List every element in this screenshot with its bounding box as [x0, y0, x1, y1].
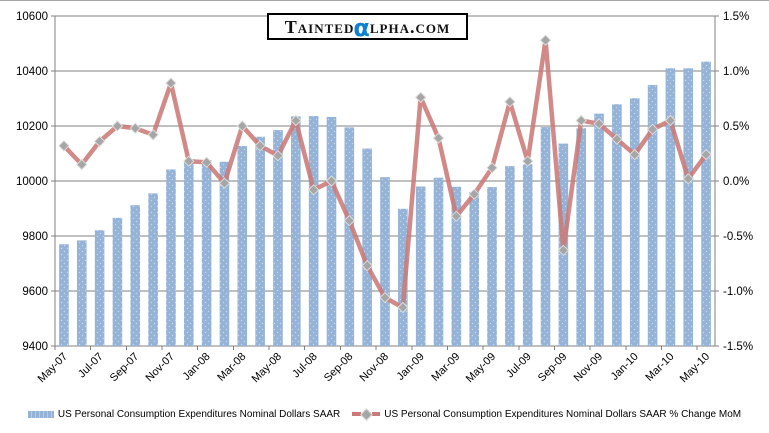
bar-series-swatch: [27, 410, 54, 418]
logo-text-suffix: lpha.com: [369, 16, 451, 37]
svg-text:May-07: May-07: [36, 351, 70, 385]
svg-text:Jul-09: Jul-09: [504, 351, 534, 381]
svg-text:9400: 9400: [22, 341, 48, 353]
svg-text:May-10: May-10: [678, 351, 712, 385]
legend-item-line-series: US Personal Consumption Expenditures Nom…: [352, 407, 742, 421]
svg-text:Mar-10: Mar-10: [643, 351, 676, 384]
svg-text:Sep-08: Sep-08: [322, 351, 356, 385]
svg-text:Mar-08: Mar-08: [215, 351, 248, 384]
legend-item-bar-series: US Personal Consumption Expenditures Nom…: [27, 408, 341, 420]
svg-text:May-09: May-09: [464, 351, 498, 385]
svg-text:Nov-09: Nov-09: [572, 351, 606, 385]
line-swatch-dash: [371, 412, 381, 416]
diamond-marker-icon: [360, 407, 373, 421]
svg-text:1.5%: 1.5%: [723, 11, 749, 23]
line-series-swatch: [352, 407, 381, 421]
svg-text:Sep-07: Sep-07: [108, 351, 142, 385]
svg-text:Sep-09: Sep-09: [536, 351, 570, 385]
svg-text:10000: 10000: [16, 176, 48, 188]
svg-text:Jan-08: Jan-08: [180, 351, 212, 383]
svg-text:9600: 9600: [22, 286, 48, 298]
svg-text:10600: 10600: [16, 11, 48, 23]
svg-text:10400: 10400: [16, 66, 48, 78]
svg-text:May-08: May-08: [250, 351, 284, 385]
svg-text:Nov-07: Nov-07: [144, 351, 178, 385]
svg-text:Jul-08: Jul-08: [290, 351, 320, 381]
svg-text:0.5%: 0.5%: [723, 121, 749, 133]
svg-text:1.0%: 1.0%: [723, 66, 749, 78]
svg-text:10200: 10200: [16, 121, 48, 133]
logo-text-prefix: Tainted: [284, 16, 355, 37]
svg-text:-1.0%: -1.0%: [723, 286, 753, 298]
legend-label-bar-series: US Personal Consumption Expenditures Nom…: [57, 408, 341, 420]
svg-text:0.0%: 0.0%: [723, 176, 749, 188]
chart-legend: US Personal Consumption Expenditures Nom…: [0, 405, 769, 423]
svg-text:-1.5%: -1.5%: [723, 341, 753, 353]
svg-text:Jan-10: Jan-10: [609, 351, 641, 383]
svg-text:-0.5%: -0.5%: [723, 231, 753, 243]
svg-text:Jul-07: Jul-07: [76, 351, 106, 381]
svg-text:9800: 9800: [22, 231, 48, 243]
svg-text:Nov-08: Nov-08: [358, 351, 392, 385]
line-swatch-dash: [352, 412, 361, 416]
site-logo: Tainted α lpha.com: [267, 13, 468, 40]
legend-label-line-series: US Personal Consumption Expenditures Nom…: [384, 408, 742, 420]
svg-text:Mar-09: Mar-09: [429, 351, 462, 384]
svg-text:Jan-09: Jan-09: [395, 351, 427, 383]
